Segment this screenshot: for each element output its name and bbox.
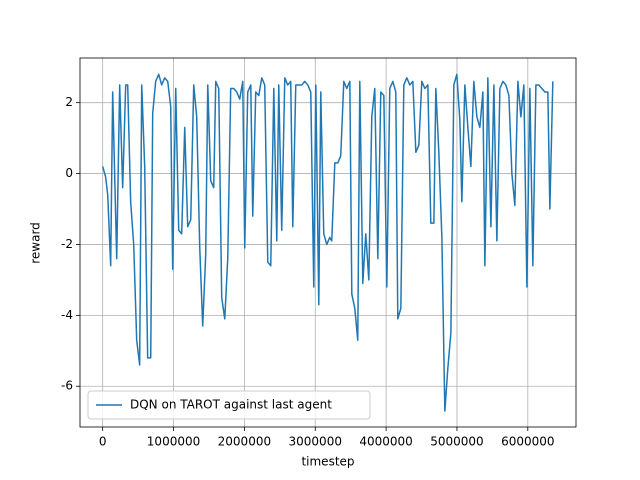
y-tick-label: -2 (61, 237, 73, 251)
y-tick-label: -4 (61, 308, 73, 322)
x-tick-label: 1000000 (147, 435, 200, 449)
ticks: 0 1000000 2000000 3000000 4000000 5000000 6000… (61, 95, 555, 448)
y-tick-label: 0 (65, 166, 73, 180)
x-tick-label: 6000000 (501, 435, 554, 449)
x-axis-label: timestep (301, 455, 354, 469)
x-tick-label: 3000000 (289, 435, 342, 449)
y-axis-label: reward (29, 222, 43, 264)
axes-frame (79, 57, 577, 428)
legend-label: DQN on TAROT against last agent (130, 398, 332, 412)
x-tick-label: 2000000 (218, 435, 271, 449)
y-tick-label: -6 (61, 379, 73, 393)
y-tick-label: 2 (65, 95, 73, 109)
legend-box (87, 390, 371, 420)
x-tick-label: 0 (99, 435, 107, 449)
plot (101, 73, 554, 412)
x-tick-label: 5000000 (430, 435, 483, 449)
x-tick-label: 4000000 (359, 435, 412, 449)
legend: DQN on TAROT against last agent (87, 390, 371, 420)
data-line (101, 73, 554, 412)
